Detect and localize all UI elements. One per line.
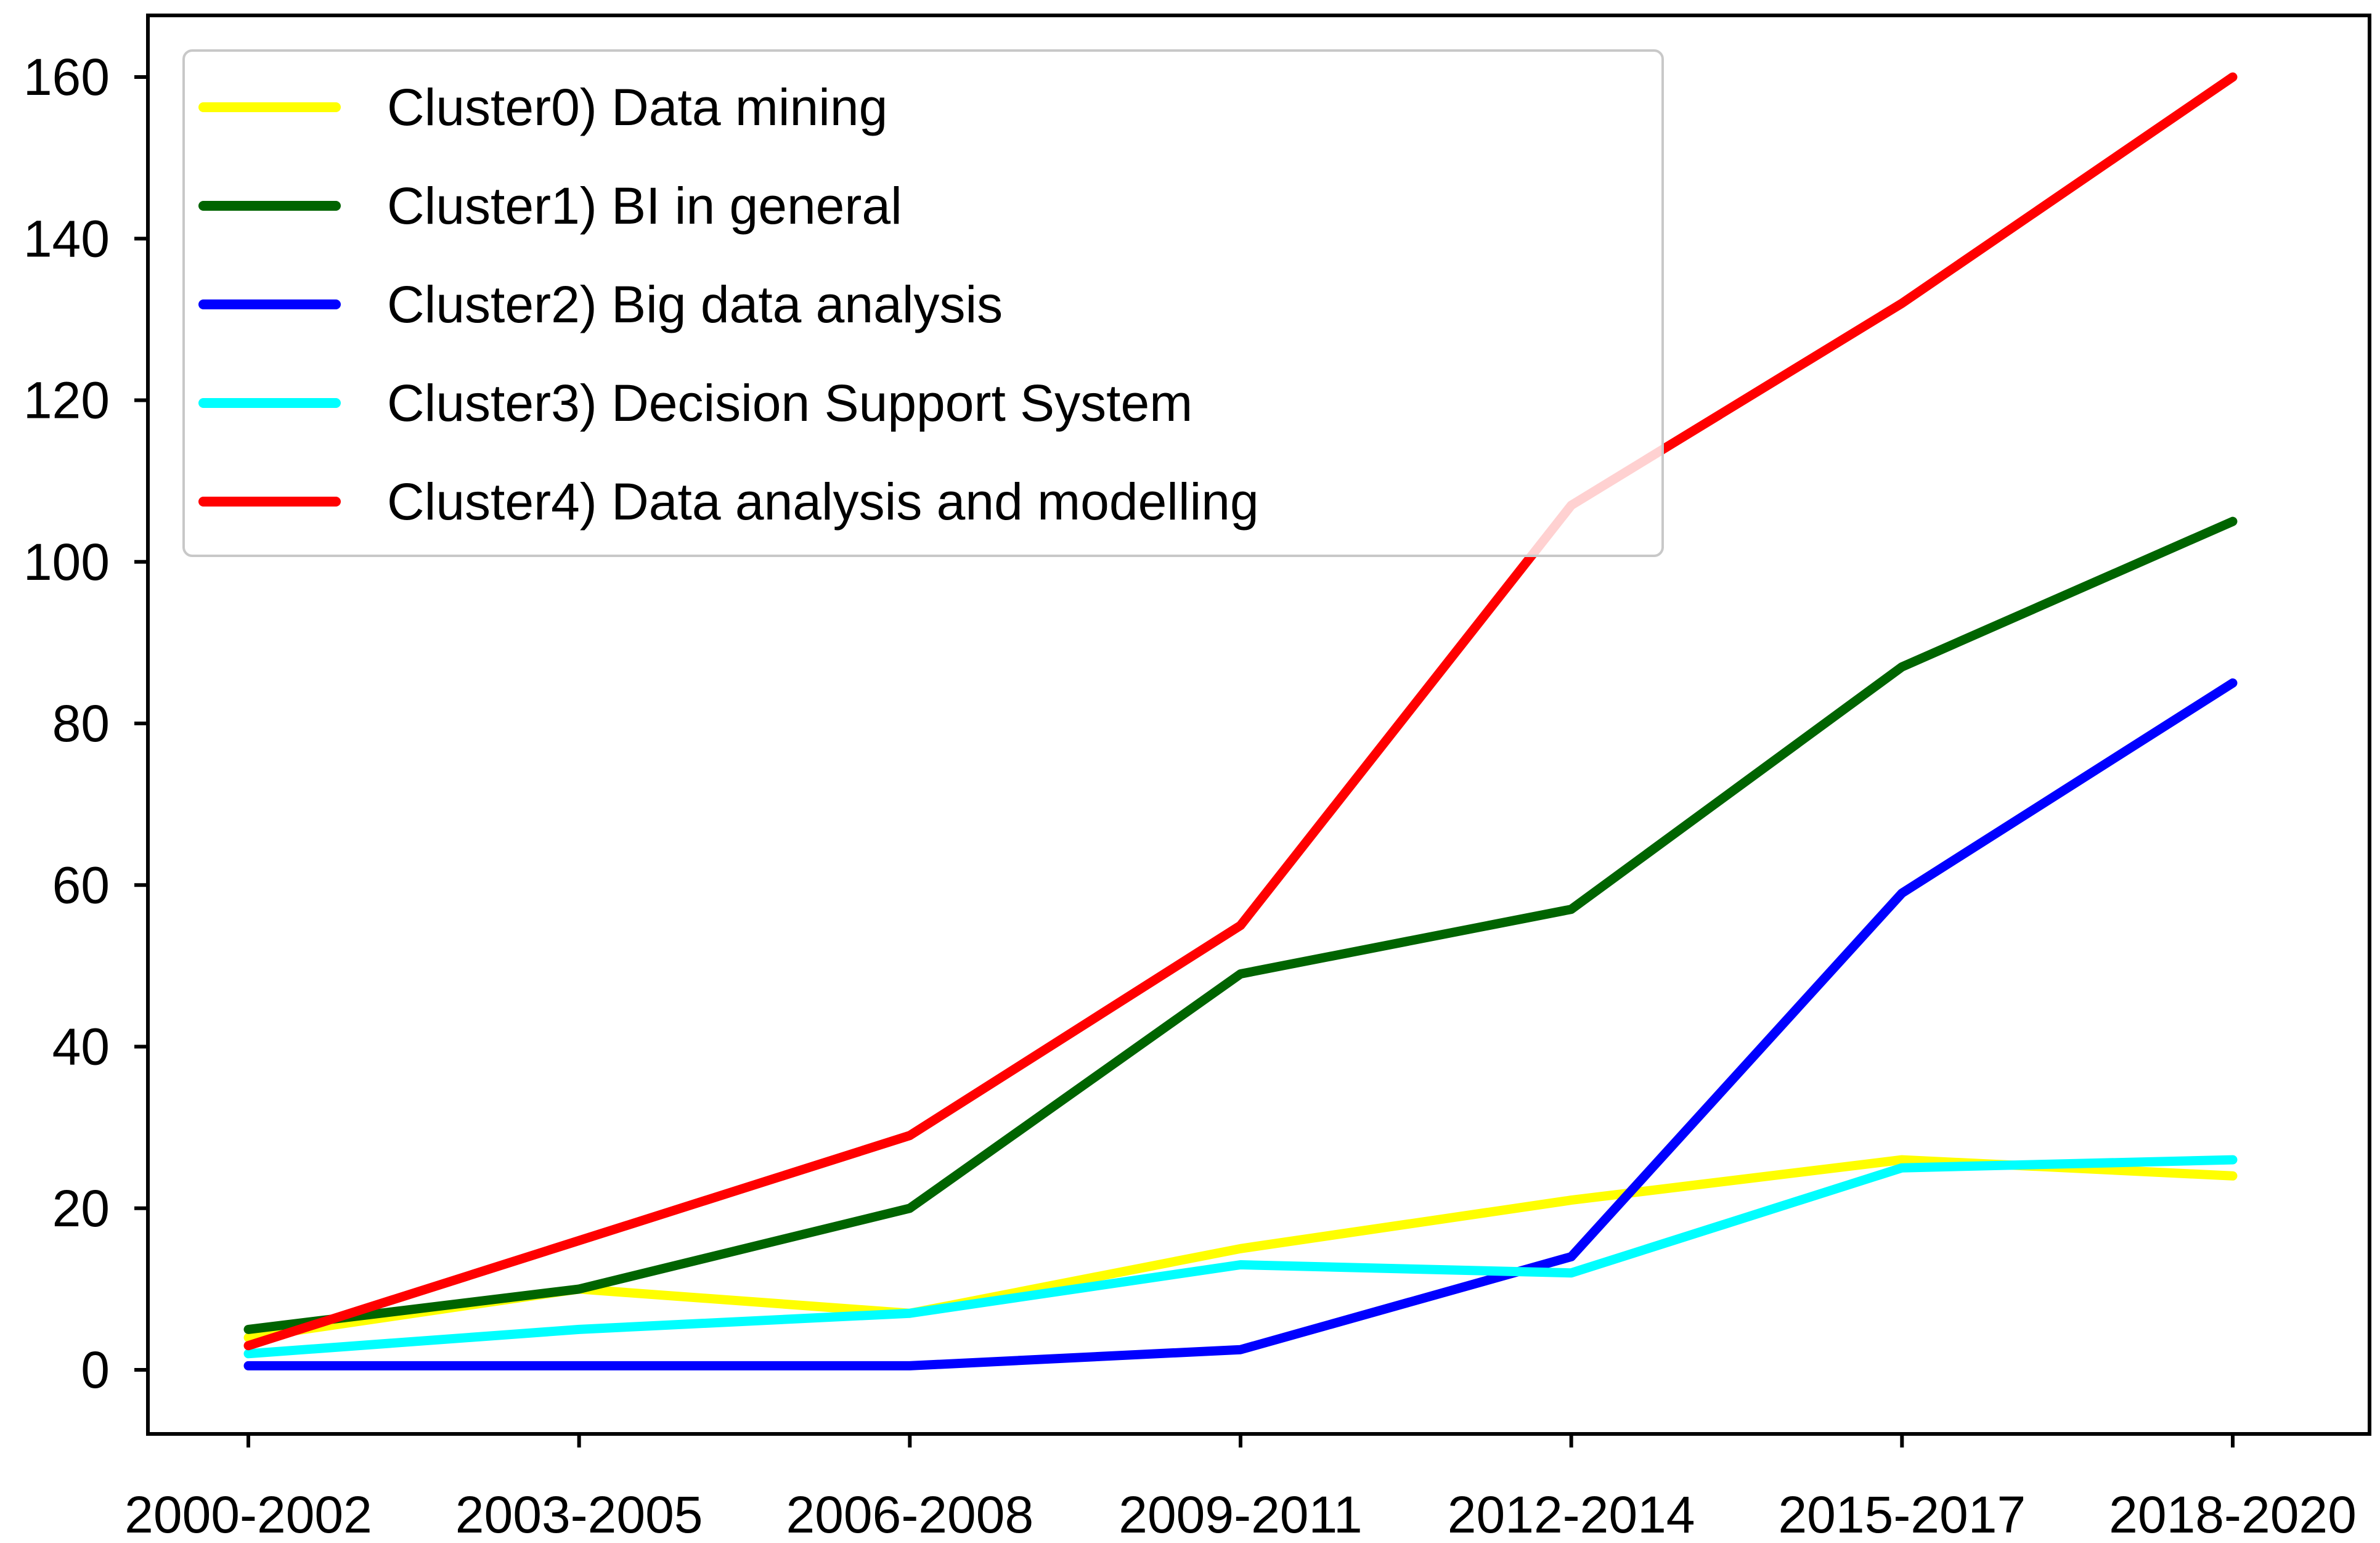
legend-label-cluster1: Cluster1) BI in general — [387, 177, 902, 235]
x-tick-label-2018-2020: 2018-2020 — [2109, 1486, 2357, 1543]
series-line-cluster1 — [243, 516, 2238, 1334]
legend: Cluster0) Data mining Cluster1) BI in gen… — [182, 49, 1664, 557]
x-tick-label-2009-2011: 2009-2011 — [1119, 1486, 1362, 1543]
y-tick-label-0: 0 — [81, 1341, 110, 1399]
series-line-cluster4 — [243, 72, 2238, 1351]
y-tick-label-100: 100 — [23, 533, 110, 591]
y-tick-label-40: 40 — [52, 1018, 110, 1076]
legend-label-cluster3: Cluster3) Decision Support System — [387, 374, 1192, 432]
series-layer — [243, 72, 2238, 1370]
y-tick-label-60: 60 — [52, 856, 110, 914]
x-tick-label-2015-2017: 2015-2017 — [1778, 1486, 2026, 1543]
x-tick-label-2012-2014: 2012-2014 — [1448, 1486, 1695, 1543]
series-line-cluster3 — [243, 1155, 2238, 1359]
series-line-cluster2 — [243, 678, 2238, 1370]
legend-label-cluster0: Cluster0) Data mining — [387, 78, 887, 136]
y-tick-label-140: 140 — [23, 210, 110, 267]
x-tick-label-2000-2002: 2000-2002 — [124, 1486, 372, 1543]
x-tick-label-2006-2008: 2006-2008 — [786, 1486, 1033, 1543]
y-tick-label-160: 160 — [23, 48, 110, 106]
axes: 0 20 40 60 80 100 120 140 160 2000-2002 2003-2005 2… — [23, 14, 2371, 1543]
legend-label-cluster4: Cluster4) Data analysis and modelling — [387, 473, 1259, 531]
x-tick-label-2003-2005: 2003-2005 — [455, 1486, 703, 1543]
legend-box — [182, 49, 1664, 557]
y-tick-label-120: 120 — [23, 372, 110, 430]
y-tick-label-80: 80 — [52, 694, 110, 752]
y-tick-label-20: 20 — [52, 1179, 110, 1237]
legend-label-cluster2: Cluster2) Big data analysis — [387, 275, 1003, 333]
